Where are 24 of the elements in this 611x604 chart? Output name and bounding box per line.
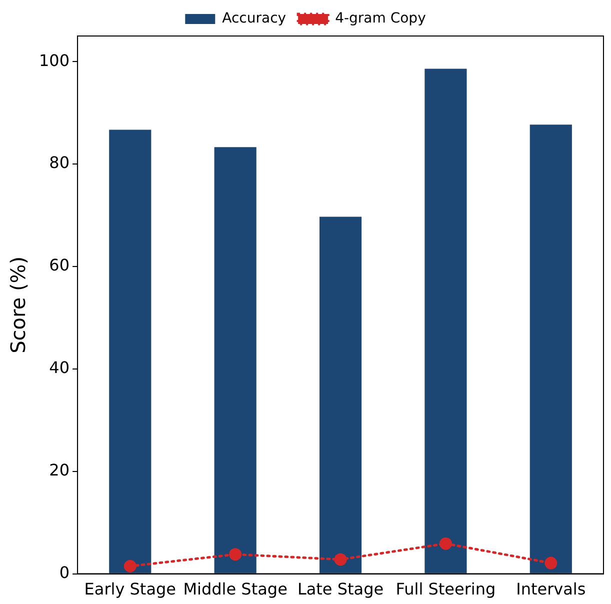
bar (109, 130, 152, 574)
bar (214, 147, 256, 574)
legend-label: Accuracy (222, 10, 286, 27)
point (229, 548, 242, 561)
y-tick-label: 0 (59, 562, 70, 582)
bar (319, 216, 362, 574)
y-tick-label: 100 (38, 50, 70, 70)
bar (530, 124, 572, 574)
legend-label: 4-gram Copy (335, 10, 426, 27)
x-tick-label: Early Stage (84, 580, 176, 599)
point (544, 556, 558, 570)
x-tick-label: Late Stage (297, 580, 384, 599)
y-axis-title: Score (%) (6, 256, 30, 354)
y-tick-label: 40 (49, 358, 70, 378)
point (124, 560, 136, 572)
y-tick-label: 60 (49, 256, 70, 275)
y-tick-label: 80 (49, 153, 70, 172)
point (439, 537, 452, 550)
x-tick-label: Middle Stage (183, 580, 288, 599)
x-tick-label: Full Steering (396, 580, 496, 599)
x-tick-label: Intervals (516, 580, 586, 599)
bar (424, 68, 467, 574)
point (334, 553, 347, 566)
y-tick-label: 20 (49, 460, 70, 480)
